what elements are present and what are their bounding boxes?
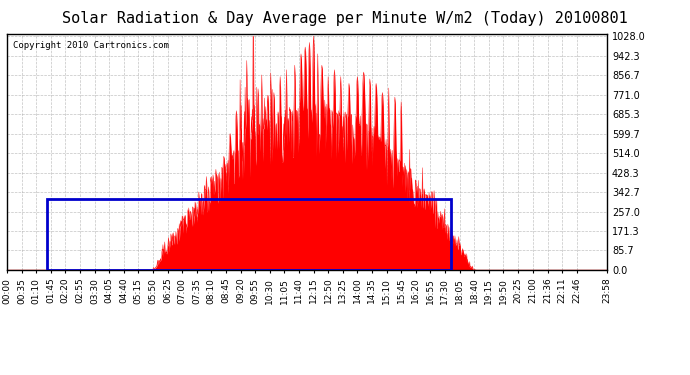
Text: Solar Radiation & Day Average per Minute W/m2 (Today) 20100801: Solar Radiation & Day Average per Minute… [62, 11, 628, 26]
Text: Copyright 2010 Cartronics.com: Copyright 2010 Cartronics.com [13, 41, 169, 50]
Bar [46, 200, 451, 270]
